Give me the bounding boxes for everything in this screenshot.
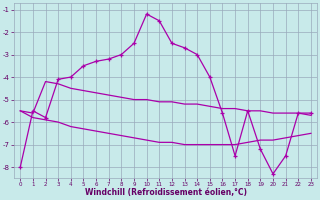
X-axis label: Windchill (Refroidissement éolien,°C): Windchill (Refroidissement éolien,°C) bbox=[84, 188, 247, 197]
